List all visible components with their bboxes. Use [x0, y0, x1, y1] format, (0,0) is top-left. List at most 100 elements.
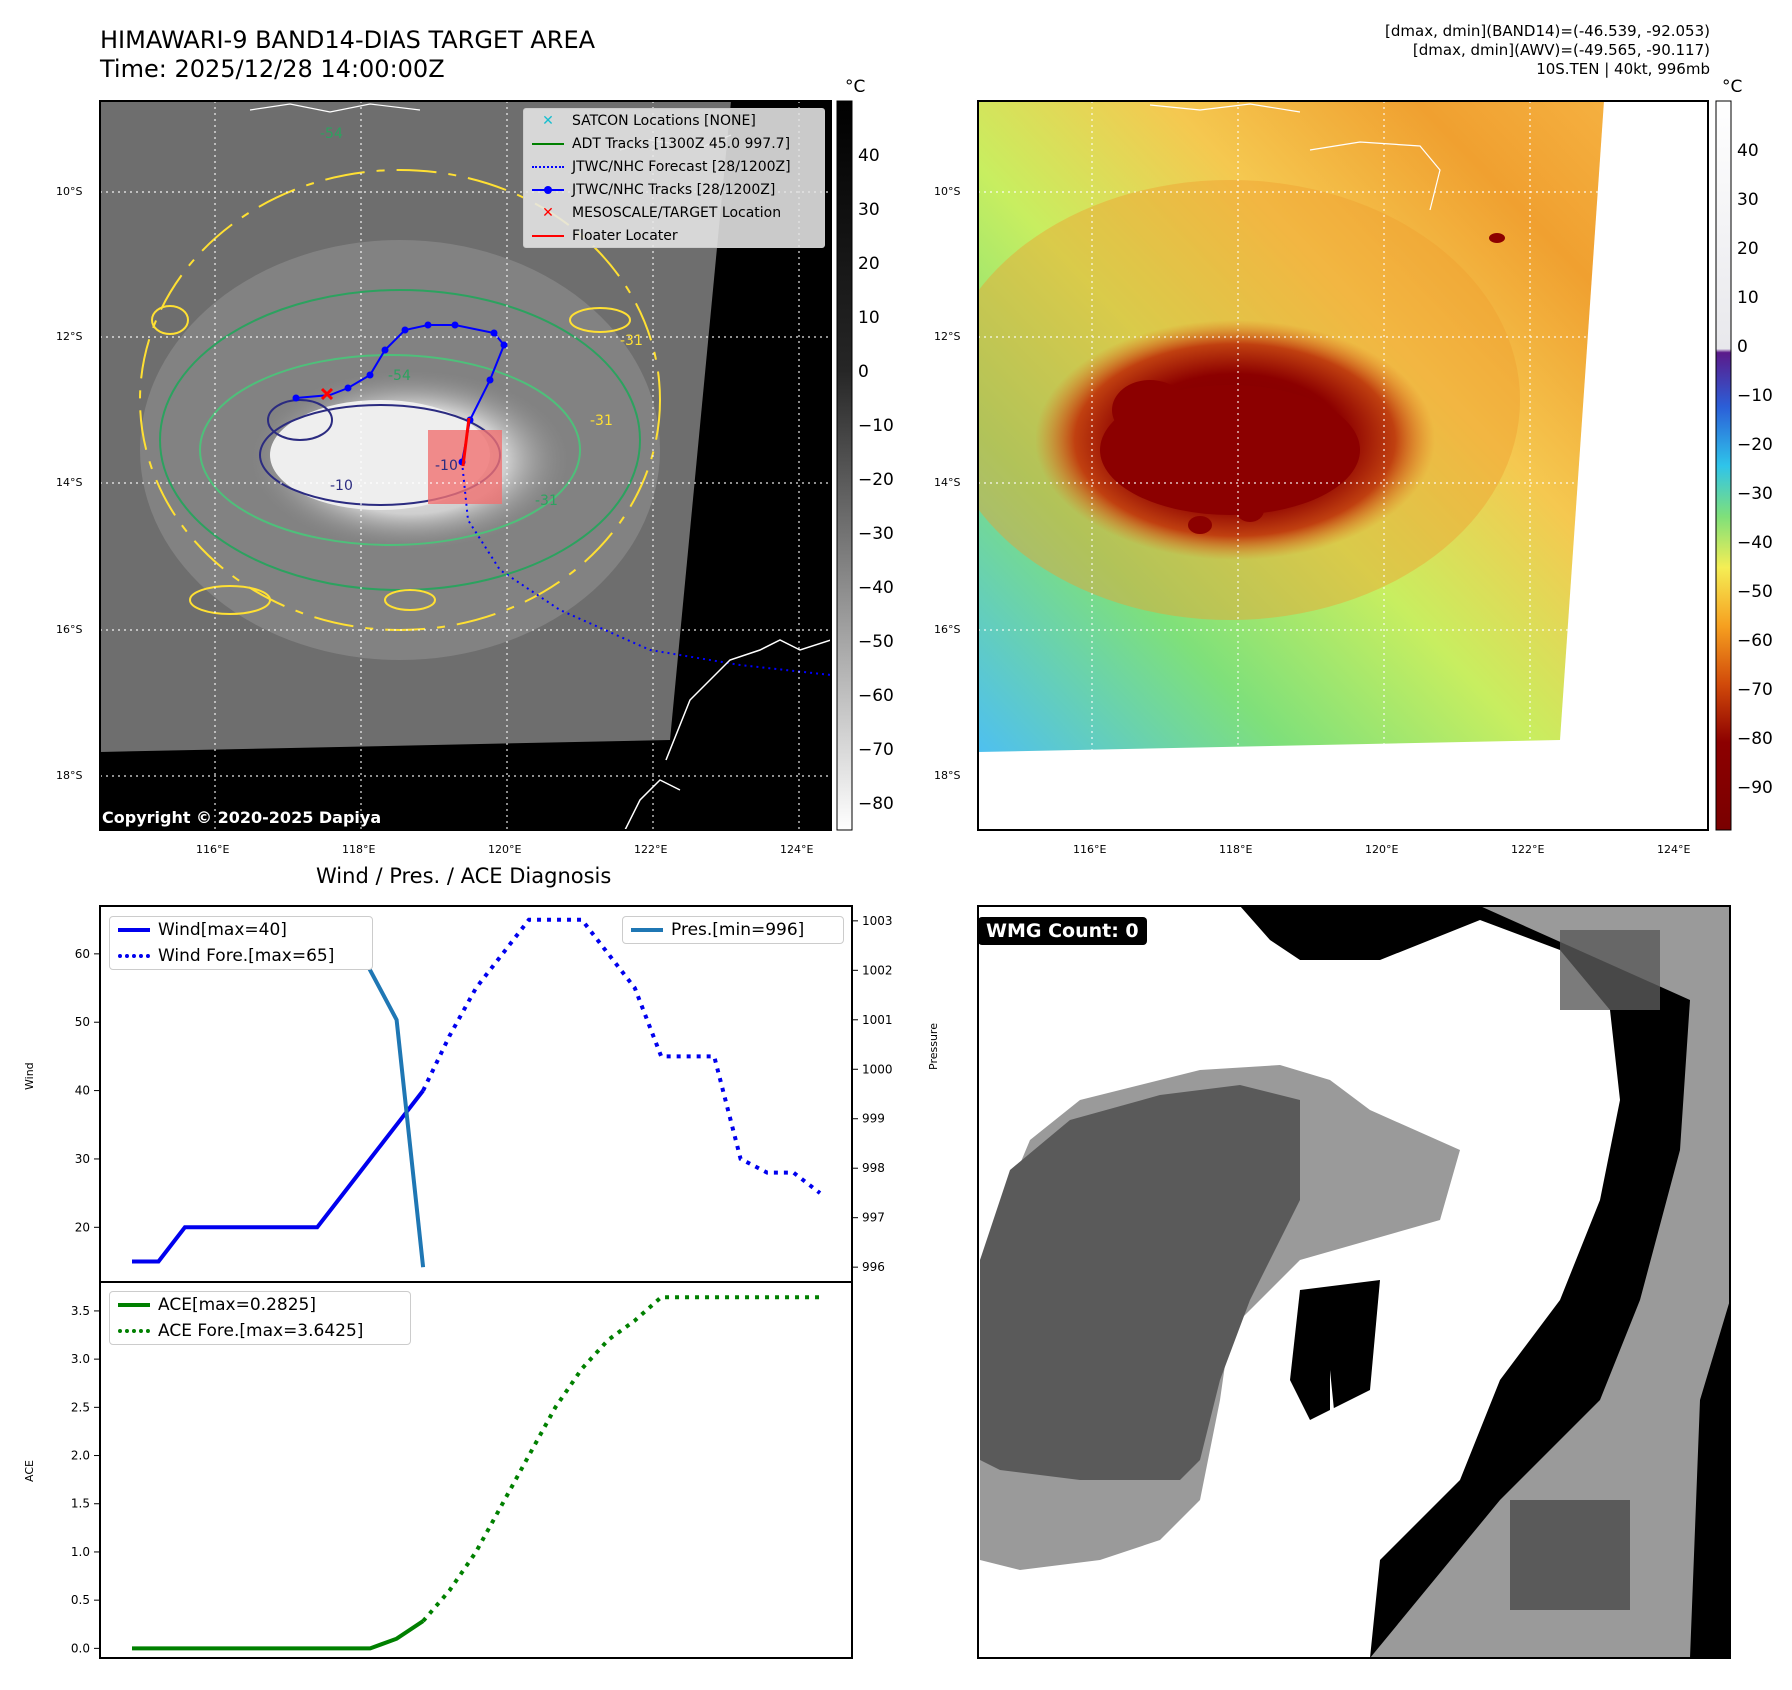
colorbar-tick: −60 — [1737, 631, 1773, 651]
lat-label: 18°S — [56, 769, 83, 782]
line-icon — [629, 928, 665, 932]
right-colorbar — [1715, 100, 1732, 831]
dotted-line-icon — [530, 165, 566, 168]
colorbar-tick: −70 — [1737, 680, 1773, 700]
dotted-line-icon — [116, 954, 152, 958]
colorbar-tick: −70 — [858, 740, 894, 760]
contour-labels: -54 -54 -31 -31 -31 -10 -10 — [320, 126, 643, 509]
mesoscale-target-marker — [320, 387, 334, 401]
colorbar-tick: −10 — [858, 416, 894, 436]
x-marker-icon: ✕ — [542, 204, 554, 221]
wind-tick-label: 40 — [75, 1084, 90, 1098]
lon-label: 124°E — [780, 843, 814, 856]
colorbar-tick: 30 — [1737, 190, 1759, 210]
lat-label: 14°S — [56, 476, 83, 489]
colorbar-tick: −10 — [1737, 386, 1773, 406]
lat-label: 10°S — [56, 185, 83, 198]
contour-label: -31 — [620, 333, 643, 349]
ace-tick-label: 3.0 — [71, 1352, 90, 1366]
legend-entry-ace: ACE[max=0.2825] — [110, 1292, 410, 1318]
wmg-panel — [977, 905, 1731, 1659]
ace-tick-label: 0.5 — [71, 1593, 90, 1607]
dmax-dmin-info: [dmax, dmin](BAND14)=(-46.539, -92.053) … — [1385, 22, 1710, 79]
colorbar-tick: −50 — [1737, 582, 1773, 602]
australia-coastline — [665, 639, 831, 761]
lat-label: 14°S — [934, 476, 961, 489]
ace-axis-label: ACE — [23, 1460, 36, 1482]
left-map-frame — [99, 100, 832, 831]
lon-label: 120°E — [1365, 843, 1399, 856]
lat-label: 16°S — [934, 623, 961, 636]
contour-label: -10 — [330, 478, 353, 494]
colorbar-tick: 20 — [858, 254, 880, 274]
colorbar-tick: −80 — [858, 794, 894, 814]
colorbar-unit: °C — [1722, 77, 1743, 97]
ace-tick-label: 2.5 — [71, 1400, 90, 1414]
colorbar-tick: 30 — [858, 200, 880, 220]
line-icon — [116, 1303, 152, 1307]
dotted-line-icon — [116, 1329, 152, 1333]
lon-label: 120°E — [488, 843, 522, 856]
floater-locater — [461, 417, 471, 467]
colorbar-tick: −60 — [858, 686, 894, 706]
pressure-tick-label: 999 — [862, 1112, 885, 1126]
diag-title: Wind / Pres. / ACE Diagnosis — [316, 864, 612, 888]
colorbar-tick: −80 — [1737, 729, 1773, 749]
colorbar-tick: 10 — [858, 308, 880, 328]
colorbar-tick: −30 — [1737, 484, 1773, 504]
lon-label: 122°E — [634, 843, 668, 856]
colorbar-tick: −20 — [1737, 435, 1773, 455]
title-line-2: Time: 2025/12/28 14:00:00Z — [100, 55, 445, 83]
legend-entry-mesoscale: ✕ MESOSCALE/TARGET Location — [524, 201, 824, 224]
wind-tick-label: 60 — [75, 947, 90, 961]
lat-label: 12°S — [56, 330, 83, 343]
lon-label: 116°E — [1073, 843, 1107, 856]
contour-label: -31 — [535, 493, 558, 509]
legend-entry-satcon: ✕ SATCON Locations [NONE] — [524, 109, 824, 132]
pressure-tick-label: 1001 — [862, 1013, 893, 1027]
lat-label: 12°S — [934, 330, 961, 343]
pressure-legend: Pres.[min=996] — [622, 916, 844, 944]
series-line-ace — [132, 1619, 425, 1651]
lon-label: 118°E — [1219, 843, 1253, 856]
info-line-band14: [dmax, dmin](BAND14)=(-46.539, -92.053) — [1385, 22, 1710, 40]
legend-entry-ace-forecast: ACE Fore.[max=3.6425] — [110, 1318, 410, 1344]
colorbar-tick: 40 — [1737, 141, 1759, 161]
wind-axis-label: Wind — [23, 1062, 36, 1090]
wmg-count-badge: WMG Count: 0 — [978, 917, 1147, 945]
wind-tick-label: 30 — [75, 1152, 90, 1166]
right-map-frame — [977, 100, 1709, 831]
lon-label: 118°E — [342, 843, 376, 856]
lon-label: 124°E — [1657, 843, 1691, 856]
colorbar-tick: 0 — [858, 362, 869, 382]
legend-entry-wind: Wind[max=40] — [110, 917, 372, 943]
copyright-text: Copyright © 2020-2025 Dapiya — [102, 808, 382, 827]
series-line-wind — [132, 1089, 425, 1264]
map-legend: ✕ SATCON Locations [NONE] ADT Tracks [13… — [523, 108, 825, 248]
jtwc-forecast-line — [461, 461, 831, 676]
lat-label: 10°S — [934, 185, 961, 198]
contour-label: -31 — [590, 413, 613, 429]
pressure-tick-label: 998 — [862, 1161, 885, 1175]
chart-marks: 20 30 40 50 60 996 997 998 999 1000 1001 1002 1003 0.… — [71, 914, 893, 1656]
line-icon — [530, 234, 566, 237]
colorbar-tick: −40 — [858, 578, 894, 598]
colorbar-tick: −90 — [1737, 778, 1773, 798]
lat-label: 16°S — [56, 623, 83, 636]
ace-tick-label: 0.0 — [71, 1641, 90, 1655]
ace-legend: ACE[max=0.2825] ACE Fore.[max=3.6425] — [109, 1291, 411, 1345]
colorbar-tick: −20 — [858, 470, 894, 490]
legend-entry-jtwc-tracks: JTWC/NHC Tracks [28/1200Z] — [524, 178, 824, 201]
legend-entry-pressure: Pres.[min=996] — [623, 917, 843, 943]
contour-label: -10 — [435, 458, 458, 474]
colorbar-tick: 20 — [1737, 239, 1759, 259]
pressure-tick-label: 1002 — [862, 963, 893, 977]
legend-entry-adt: ADT Tracks [1300Z 45.0 997.7] — [524, 132, 824, 155]
ace-tick-label: 1.5 — [71, 1497, 90, 1511]
contour-label: -54 — [320, 126, 343, 142]
legend-entry-jtwc-forecast: JTWC/NHC Forecast [28/1200Z] — [524, 155, 824, 178]
ace-tick-label: 1.0 — [71, 1545, 90, 1559]
pressure-axis-label: Pressure — [927, 1023, 940, 1070]
colorbar-tick: −30 — [858, 524, 894, 544]
